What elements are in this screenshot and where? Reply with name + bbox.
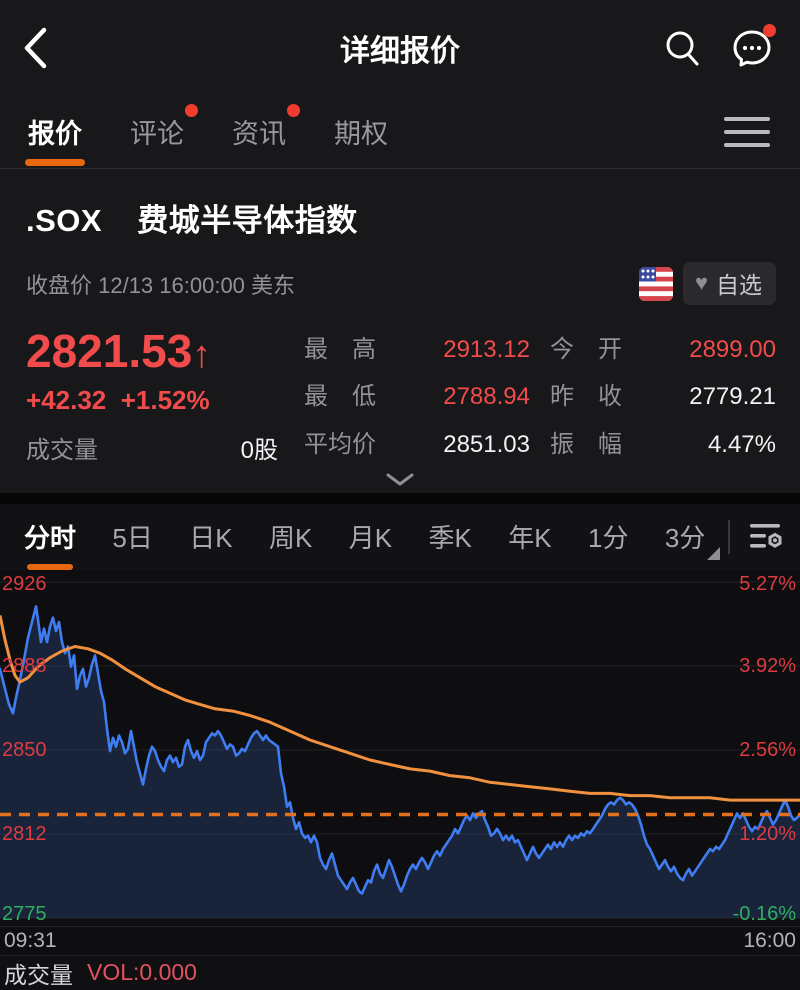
intraday-chart[interactable]: 2926 2888 2850 2812 2775 5.27% 3.92% 2.56% 1.20%… — [0, 569, 800, 926]
header: 详细报价 — [0, 0, 800, 95]
stat-value: 2851.03 — [443, 430, 530, 458]
vertical-divider — [728, 519, 731, 554]
heart-icon: ♥ — [694, 270, 708, 295]
chart-tab-2[interactable]: 5日 — [112, 523, 153, 554]
stat-label: 昨 收 — [550, 383, 622, 411]
section-divider — [0, 492, 800, 504]
stat-row: 最 高 2913.12 — [304, 329, 530, 368]
stat-value: 2899.00 — [689, 336, 776, 363]
unread-dot — [185, 104, 198, 117]
main-tab-4[interactable]: 期权 — [334, 119, 388, 149]
search-icon — [666, 31, 699, 65]
indicator-settings-button[interactable] — [742, 515, 790, 559]
up-arrow-icon: ↑ — [192, 334, 212, 376]
back-chevron-icon — [24, 27, 47, 68]
page-title: 详细报价 — [340, 34, 460, 68]
volume-row: 成交量 0股 — [26, 430, 278, 465]
chart-tab-8[interactable]: 1分 — [588, 523, 629, 554]
chart-tab-bar: 分时 5日 日K 周K 月K 季K 年K 1分 3分 — [0, 504, 800, 571]
price-area-fill — [0, 606, 800, 918]
stat-label: 振 幅 — [550, 430, 622, 458]
unread-dot — [287, 104, 300, 117]
last-price: 2821.53↑ — [26, 325, 212, 377]
search-button[interactable] — [660, 26, 704, 70]
chart-tab-4[interactable]: 周K — [269, 523, 313, 554]
indicator-settings-icon — [750, 523, 782, 548]
chart-tab-9[interactable]: 3分 — [664, 523, 706, 554]
stat-row: 今 开 2899.00 — [550, 329, 776, 368]
time-end: 16:00 — [743, 928, 796, 952]
volume-label: 成交量 — [26, 436, 98, 464]
chart-section: 分时 5日 日K 周K 月K 季K 年K 1分 3分 2926 2888 2850 2812 2775 5… — [0, 503, 800, 990]
chart-tab-7[interactable]: 年K — [508, 523, 552, 554]
chevron-down-icon — [386, 473, 414, 486]
chart-tab-1[interactable]: 分时 — [22, 506, 78, 571]
messages-button[interactable] — [730, 23, 776, 70]
time-axis: 09:31 16:00 — [0, 925, 800, 955]
time-start: 09:31 — [4, 928, 57, 952]
quote-section: .SOX 费城半导体指数 收盘价 12/13 16:00:00 美东 — [0, 169, 800, 493]
volume-value: 0股 — [240, 436, 278, 464]
stat-value: 2788.94 — [443, 383, 530, 411]
symbol-row: .SOX 费城半导体指数 — [0, 195, 800, 240]
stat-row: 昨 收 2779.21 — [550, 376, 776, 415]
stat-label: 最 高 — [304, 336, 376, 363]
main-tab-1[interactable]: 报价 — [25, 98, 85, 166]
watchlist-label: 自选 — [716, 272, 762, 298]
back-button[interactable] — [0, 18, 70, 78]
stock-name: 费城半导体指数 — [137, 203, 358, 238]
header-icons — [660, 23, 800, 70]
volume-footer: 成交量 VOL:0.000 — [0, 954, 800, 990]
status-row: 收盘价 12/13 16:00:00 美东 — [0, 262, 800, 305]
stock-symbol: .SOX — [26, 203, 103, 238]
chart-tab-3[interactable]: 日K — [189, 523, 233, 554]
active-tab-underline — [25, 159, 85, 166]
stat-label: 平均价 — [304, 430, 376, 458]
hamburger-menu-icon[interactable] — [720, 111, 774, 153]
stats-column-2: 今 开 2899.00 昨 收 2779.21 振 幅 4.47% — [550, 327, 776, 465]
stat-value: 4.47% — [707, 430, 776, 458]
stat-row: 振 幅 4.47% — [550, 424, 776, 463]
price-grid: 2821.53↑ +42.32 +1.52% 成交量 0股 最 高 2913.12… — [0, 327, 800, 465]
stat-label: 最 低 — [304, 383, 376, 411]
stats-column-1: 最 高 2913.12 最 低 2788.94 平均价 2851.03 — [304, 327, 530, 465]
chart-tab-5[interactable]: 月K — [348, 523, 393, 554]
main-tab-3[interactable]: 资讯 — [230, 98, 300, 165]
add-watchlist-button[interactable]: ♥ 自选 — [682, 262, 776, 305]
stat-row: 最 低 2788.94 — [304, 376, 530, 415]
price-line — [0, 605, 800, 895]
quote-status: 收盘价 12/13 16:00:00 美东 — [26, 272, 296, 298]
more-periods-triangle-icon[interactable] — [707, 546, 721, 560]
us-flag-icon — [638, 266, 673, 301]
stat-value: 2779.21 — [689, 383, 776, 411]
stat-value: 2913.12 — [443, 336, 530, 363]
active-chart-tab-underline — [27, 564, 73, 571]
chart-tab-6[interactable]: 季K — [428, 523, 472, 554]
collapse-toggle[interactable] — [0, 467, 800, 493]
vol-footer-value: VOL:0.000 — [87, 959, 197, 986]
stat-row: 平均价 2851.03 — [304, 424, 530, 463]
main-tab-bar: 报价 评论 资讯 期权 — [0, 95, 800, 169]
average-price-line — [0, 614, 800, 802]
notification-dot — [763, 23, 776, 37]
chat-bubble-icon — [733, 30, 771, 66]
vol-footer-label: 成交量 — [4, 961, 73, 988]
price-change: +42.32 +1.52% — [26, 384, 210, 415]
main-tab-2[interactable]: 评论 — [128, 98, 198, 165]
stat-label: 今 开 — [550, 336, 622, 363]
